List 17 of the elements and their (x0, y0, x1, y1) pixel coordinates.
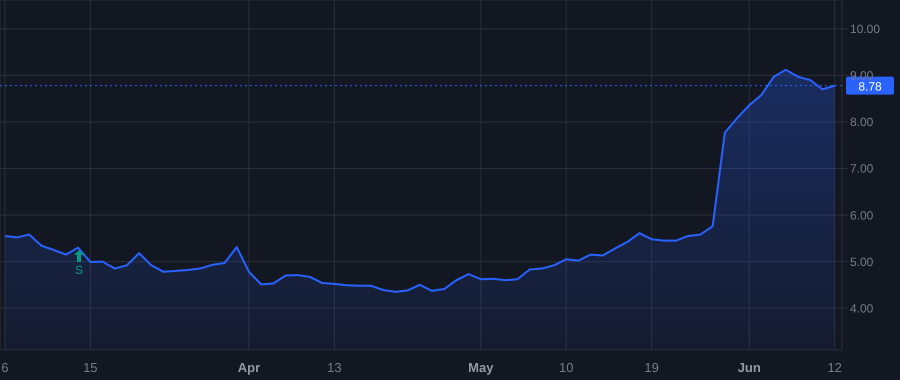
y-tick-label: 5.00 (850, 254, 874, 269)
y-tick-label: 10.00 (850, 22, 880, 36)
x-tick-label: 6 (1, 360, 8, 375)
x-tick-label: 10 (558, 360, 574, 375)
x-tick-label: May (468, 360, 494, 375)
x-tick-label: 12 (827, 360, 842, 375)
x-tick-label: 13 (327, 360, 342, 375)
annotation: S (74, 262, 84, 278)
y-tick-label: 7.00 (850, 162, 874, 176)
x-tick-label: 15 (83, 360, 98, 375)
y-tick-label: 4.00 (850, 301, 874, 316)
ref-line-label: 8.78 (858, 80, 882, 94)
y-tick-label: 8.00 (850, 115, 874, 130)
x-tick-label: Jun (738, 360, 761, 375)
y-tick-label: 6.00 (850, 208, 874, 222)
x-tick-label: Apr (238, 360, 260, 375)
x-tick-label: 19 (644, 360, 659, 375)
